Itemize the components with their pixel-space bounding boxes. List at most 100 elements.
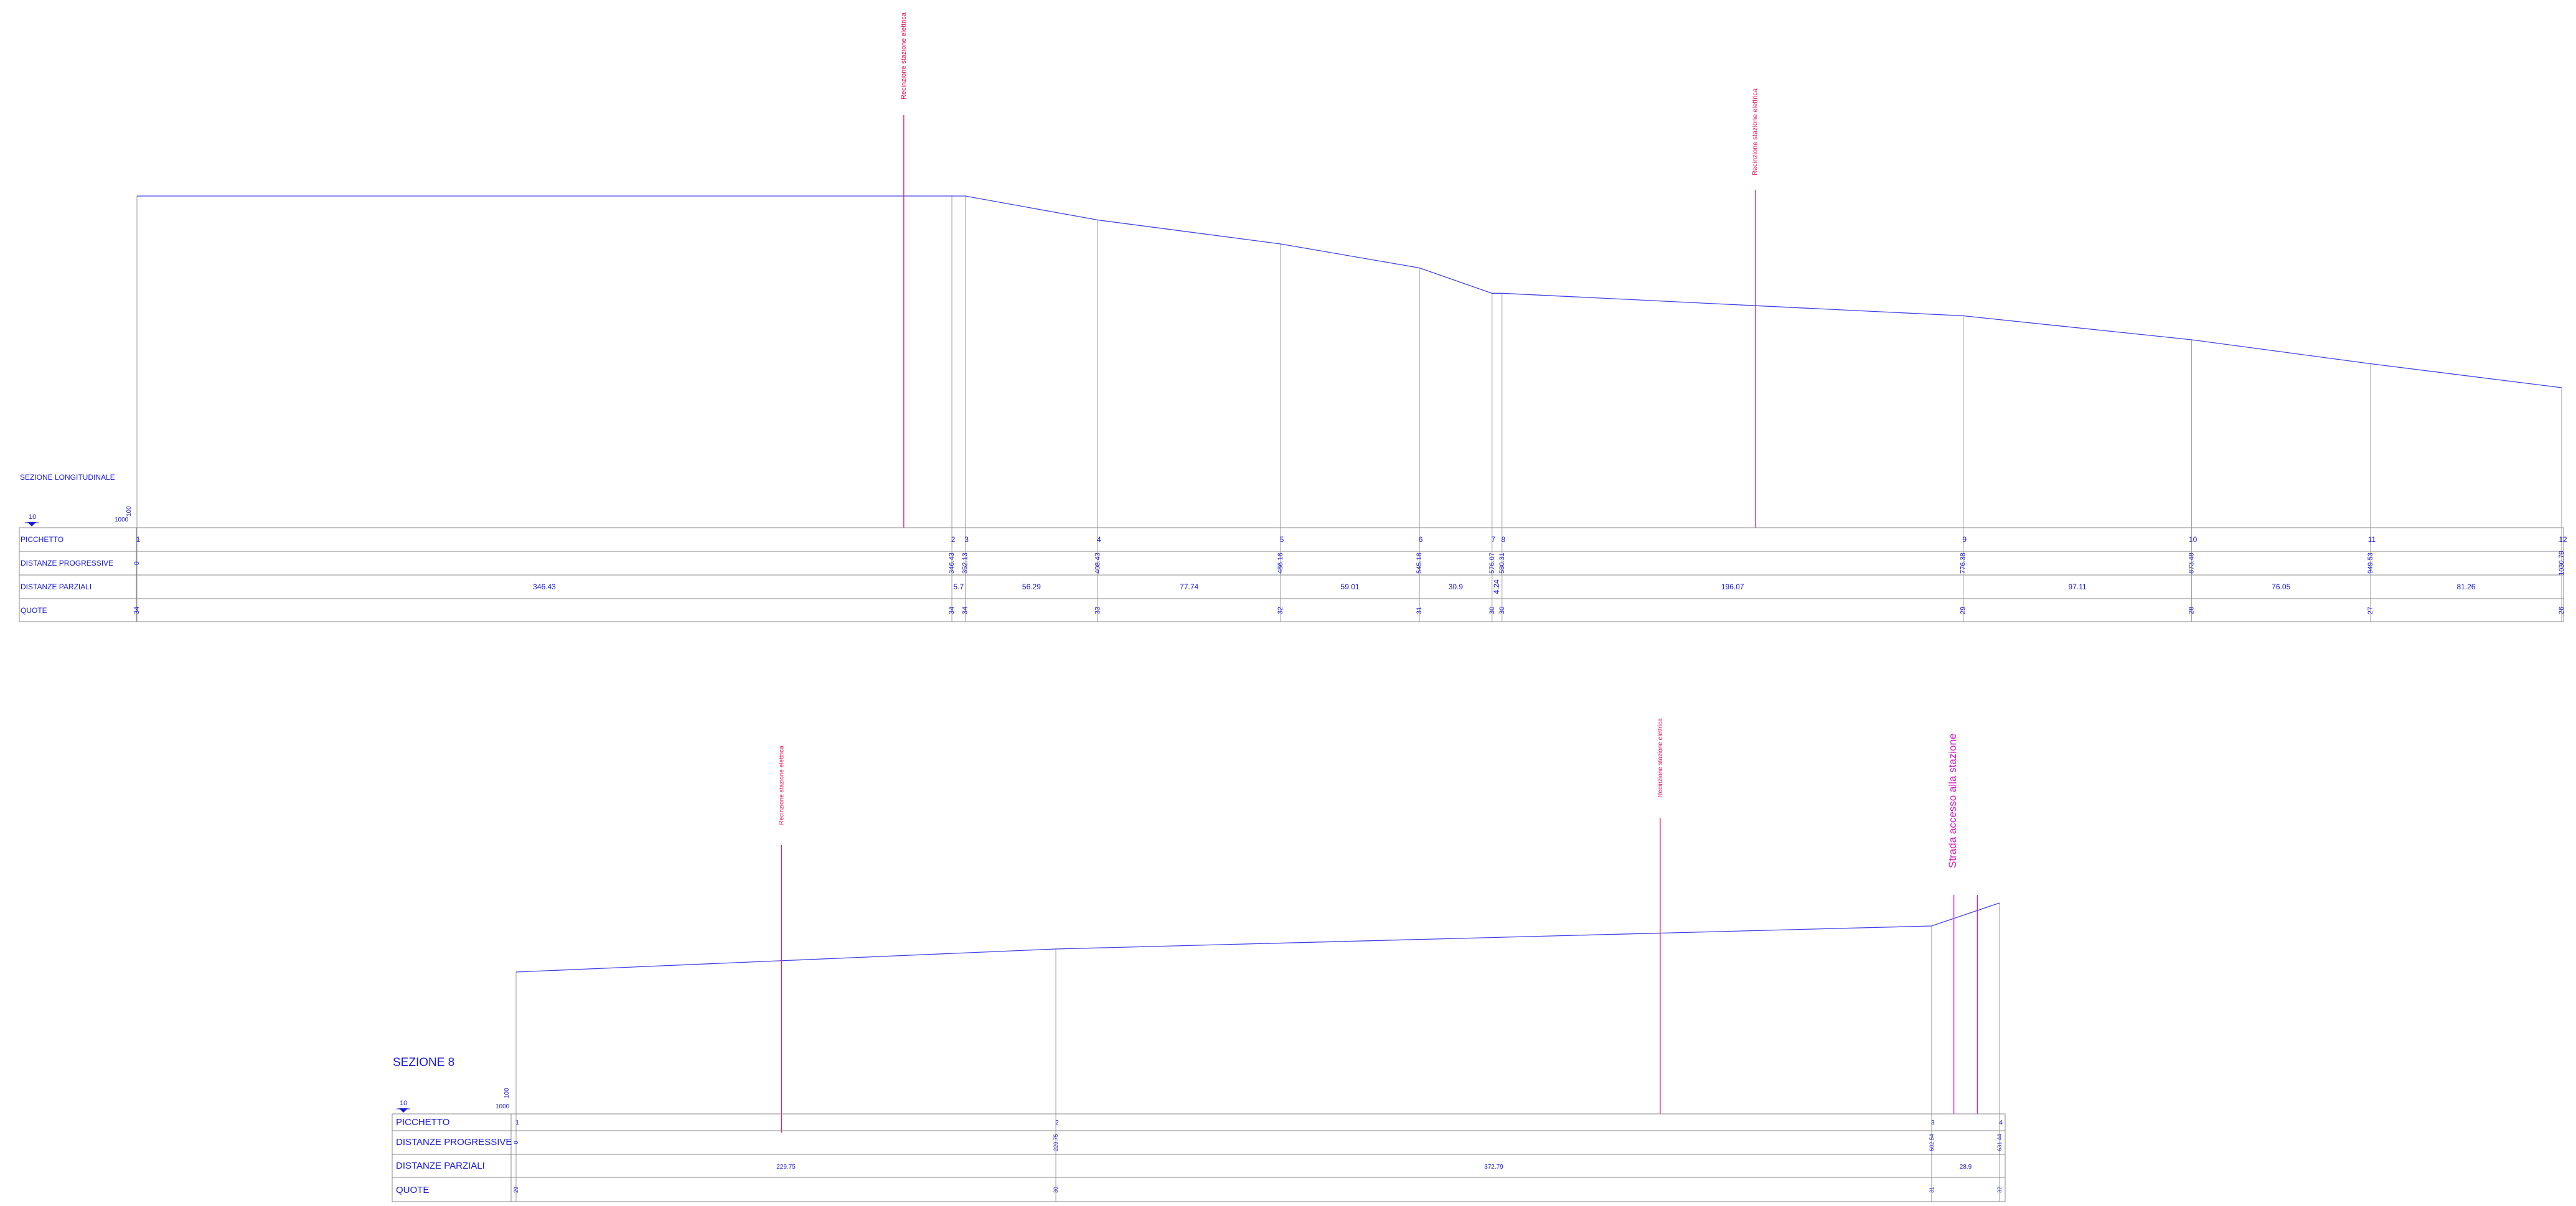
section2-scale-h: 10 [400, 1100, 407, 1107]
parziale-cell: 77.74 [1180, 582, 1198, 591]
section2-title: SEZIONE 8 [393, 1056, 454, 1069]
section-longitudinal: SEZIONE LONGITUDINALE 10 1000 100 Recinz… [19, 12, 2567, 622]
section1-table-cells: 10342346.43343352.13344408.43335486.1632… [133, 535, 2567, 614]
quota-cell: 34 [133, 607, 141, 614]
quota-cell: 33 [1094, 607, 1101, 614]
section1-scale-marker: 10 1000 100 [25, 506, 133, 526]
progressiva-cell: 580.31 [1498, 553, 1506, 574]
quota-cell: 28 [2188, 607, 2196, 614]
section2-row-progressive: DISTANZE PROGRESSIVE [396, 1137, 512, 1148]
quota-cell: 26 [2558, 607, 2565, 614]
progressiva-cell: 229.75 [1053, 1134, 1059, 1151]
section1-ground-profile [137, 195, 2562, 388]
section1-scale-triangle-icon [27, 522, 36, 526]
progressiva-cell: 1030.79 [2558, 551, 2565, 576]
quota-cell: 29 [513, 1187, 519, 1193]
picchetto-cell: 7 [1491, 535, 1495, 544]
parziale-cell: 81.26 [2456, 582, 2475, 591]
parziale-cell: 5.7 [953, 582, 964, 591]
quota-cell: 30 [1488, 607, 1496, 614]
section2-row-picchetto: PICCHETTO [396, 1117, 449, 1128]
parziale-cell: 76.05 [2272, 582, 2290, 591]
progressiva-cell: 873.48 [2188, 553, 2196, 574]
progressiva-cell: 576.07 [1488, 553, 1496, 574]
picchetto-cell: 4 [1097, 535, 1101, 544]
picchetto-cell: 4 [1999, 1120, 2003, 1126]
picchetto-cell: 8 [1501, 535, 1505, 544]
progressiva-cell: 408.43 [1094, 553, 1101, 574]
quota-cell: 27 [2367, 607, 2374, 614]
progressiva-cell: 545.18 [1416, 553, 1423, 574]
progressiva-cell: 631.44 [1996, 1134, 2003, 1151]
section2-annotations: Recinzione stazione elettrica Recinzione … [778, 718, 1978, 1133]
quota-cell: 32 [1996, 1187, 2003, 1193]
fence-label: Recinzione stazione elettrica [778, 746, 785, 825]
parziale-cell: 56.29 [1022, 582, 1041, 591]
section2-scale-triangle-icon [399, 1108, 408, 1113]
section2-row-parziali: DISTANZE PARZIALI [396, 1161, 485, 1171]
parziale-cell: 30.9 [1449, 582, 1464, 591]
picchetto-cell: 6 [1419, 535, 1423, 544]
progressiva-cell: 776.38 [1960, 553, 1967, 574]
fence-label: Recinzione stazione elettrica [900, 12, 908, 100]
section1-scale-ref: 1000 [115, 517, 129, 523]
section1-scale-h: 10 [29, 513, 36, 521]
section2-scale-ref: 1000 [496, 1103, 510, 1110]
progressiva-cell: 352.13 [962, 553, 969, 574]
progressiva-cell: 949.53 [2367, 553, 2374, 574]
parziale-cell: 229.75 [776, 1164, 796, 1171]
picchetto-cell: 1 [515, 1120, 519, 1126]
quota-cell: 29 [1960, 607, 1967, 614]
parziale-cell: 372.79 [1484, 1164, 1503, 1171]
picchetto-cell: 3 [1931, 1120, 1935, 1126]
parziale-cell: 97.11 [2069, 582, 2087, 591]
picchetto-cell: 11 [2368, 535, 2376, 544]
fence-label: Recinzione stazione elettrica [1752, 88, 1759, 175]
section2-table [392, 1113, 2006, 1202]
quota-cell: 30 [1053, 1187, 1059, 1193]
section2-row-quote: QUOTE [396, 1185, 429, 1195]
quota-cell: 31 [1416, 607, 1423, 614]
progressiva-cell: 486.16 [1277, 553, 1284, 574]
progressiva-cell: 0 [513, 1141, 519, 1144]
section1-row-parziali: DISTANZE PARZIALI [21, 582, 92, 591]
section2-ground-profile [515, 902, 2000, 973]
picchetto-cell: 10 [2189, 535, 2198, 544]
parziale-cell: 59.01 [1341, 582, 1360, 591]
quota-cell: 34 [962, 607, 969, 614]
section2-table-cells: 1 0 29 2 229.75 30 3 602.54 31 4 631.44 32 229.75 372… [513, 1120, 2003, 1193]
section-8: SEZIONE 8 10 1000 100 Recinzione stazion… [392, 718, 2006, 1202]
progressiva-cell: 602.54 [1929, 1134, 1935, 1151]
parziale-cell: 346.43 [533, 582, 556, 591]
progressiva-cell: 0 [133, 561, 141, 565]
section1-scale-v: 100 [126, 506, 133, 517]
section1-title: SEZIONE LONGITUDINALE [20, 473, 115, 482]
picchetto-cell: 3 [964, 535, 969, 544]
quota-cell: 31 [1929, 1187, 1935, 1193]
road-access-label: Strada accesso alla stazione [1947, 734, 1958, 868]
section2-scale-v: 100 [504, 1088, 510, 1098]
quota-cell: 30 [1498, 607, 1506, 614]
parziale-cell: 28.9 [1960, 1164, 1972, 1171]
section2-scale-marker: 10 1000 100 [397, 1088, 510, 1113]
section1-row-picchetto: PICCHETTO [21, 535, 63, 544]
picchetto-cell: 9 [1962, 535, 1967, 544]
quota-cell: 34 [948, 607, 956, 614]
quota-cell: 32 [1277, 607, 1284, 614]
picchetto-cell: 2 [1055, 1120, 1059, 1126]
picchetto-cell: 2 [951, 535, 956, 544]
fence-label: Recinzione stazione elettrica [1657, 718, 1664, 798]
picchetto-cell: 5 [1280, 535, 1284, 544]
section1-annotations: Recinzione stazione elettrica Recinzione … [900, 12, 1759, 528]
section1-table [19, 527, 2564, 622]
picchetto-cell: 1 [136, 535, 141, 544]
section1-verticals [136, 196, 2562, 622]
picchetto-cell: 12 [2559, 535, 2567, 544]
parziale-cell: 196.07 [1721, 582, 1744, 591]
parziale-cell: 4.24 [1492, 579, 1501, 594]
section1-row-progressive: DISTANZE PROGRESSIVE [21, 559, 113, 568]
progressiva-cell: 346.43 [948, 553, 956, 574]
section1-row-quote: QUOTE [21, 606, 47, 615]
section2-verticals [515, 903, 2000, 1202]
